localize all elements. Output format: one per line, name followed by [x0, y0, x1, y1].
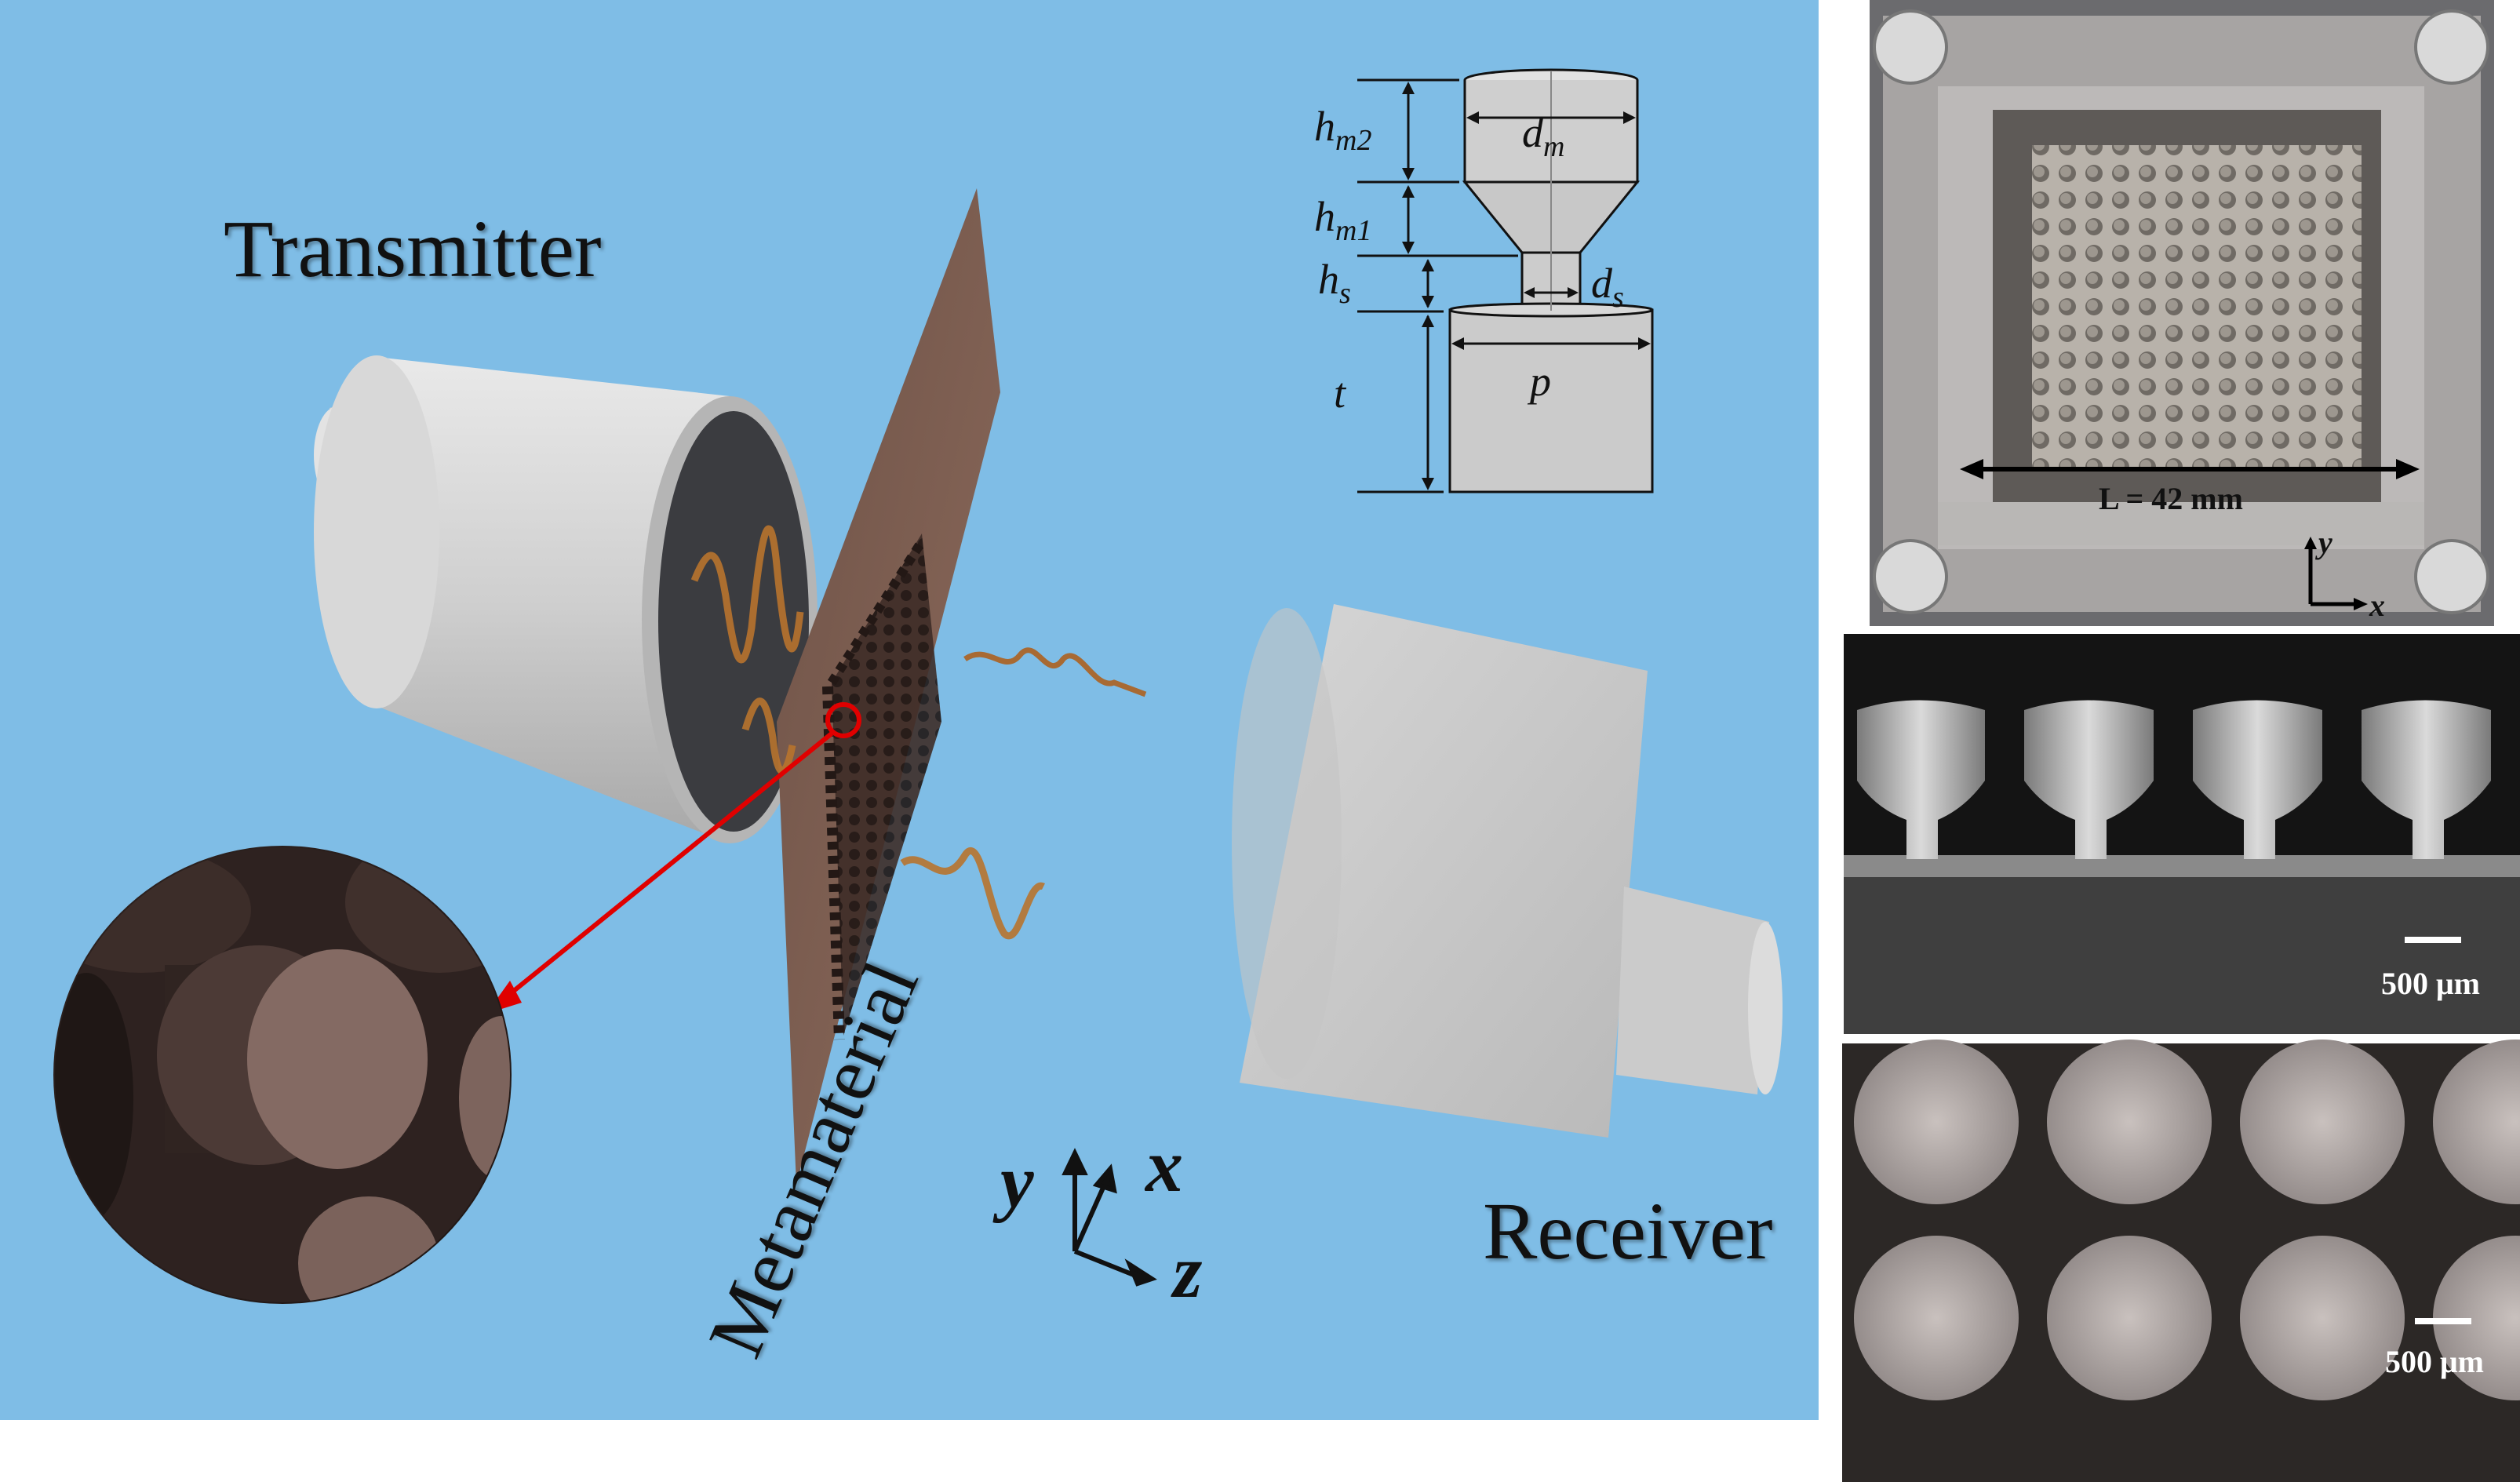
- unit-cell-diagram: [1357, 68, 1654, 493]
- photo-axis-x-label: x: [2369, 588, 2385, 623]
- receiver-transducer: [1232, 604, 1783, 1138]
- photo-side-view: [1844, 634, 2520, 1034]
- zoomed-unit-cells: [53, 846, 512, 1304]
- dim-ds-label: ds: [1591, 260, 1624, 314]
- top-scale-label: 500 μm: [2385, 1344, 2484, 1379]
- dim-dm-label: dm: [1522, 109, 1565, 163]
- receiver-label: Receiver: [1483, 1186, 1773, 1276]
- length-label: L = 42 mm: [2099, 481, 2243, 516]
- transmitter-label: Transmitter: [224, 204, 602, 294]
- axis-y-label: y: [1000, 1139, 1034, 1223]
- photo-micro-top: [1842, 1040, 2520, 1482]
- dim-t-label: t: [1334, 370, 1346, 417]
- dim-hm1-label: hm1: [1314, 193, 1372, 247]
- metamaterial-plate: [777, 188, 1000, 1185]
- axis-z-label: z: [1173, 1229, 1203, 1313]
- dim-p-label: p: [1530, 358, 1551, 405]
- dim-hm2-label: hm2: [1314, 103, 1372, 157]
- unit-cell-arrowheads: [1402, 82, 1651, 490]
- photo-axis-y-label: y: [2318, 525, 2332, 560]
- side-scale-label: 500 μm: [2381, 966, 2480, 1001]
- reflected-wave: [900, 847, 1045, 940]
- transmitter-transducer: [314, 355, 818, 843]
- main-axes: [1062, 1148, 1157, 1287]
- dim-hs-label: hs: [1318, 256, 1351, 310]
- axis-x-label: x: [1145, 1123, 1183, 1207]
- photo-top-view: [1870, 0, 2494, 626]
- transmitted-wave: [963, 647, 1147, 697]
